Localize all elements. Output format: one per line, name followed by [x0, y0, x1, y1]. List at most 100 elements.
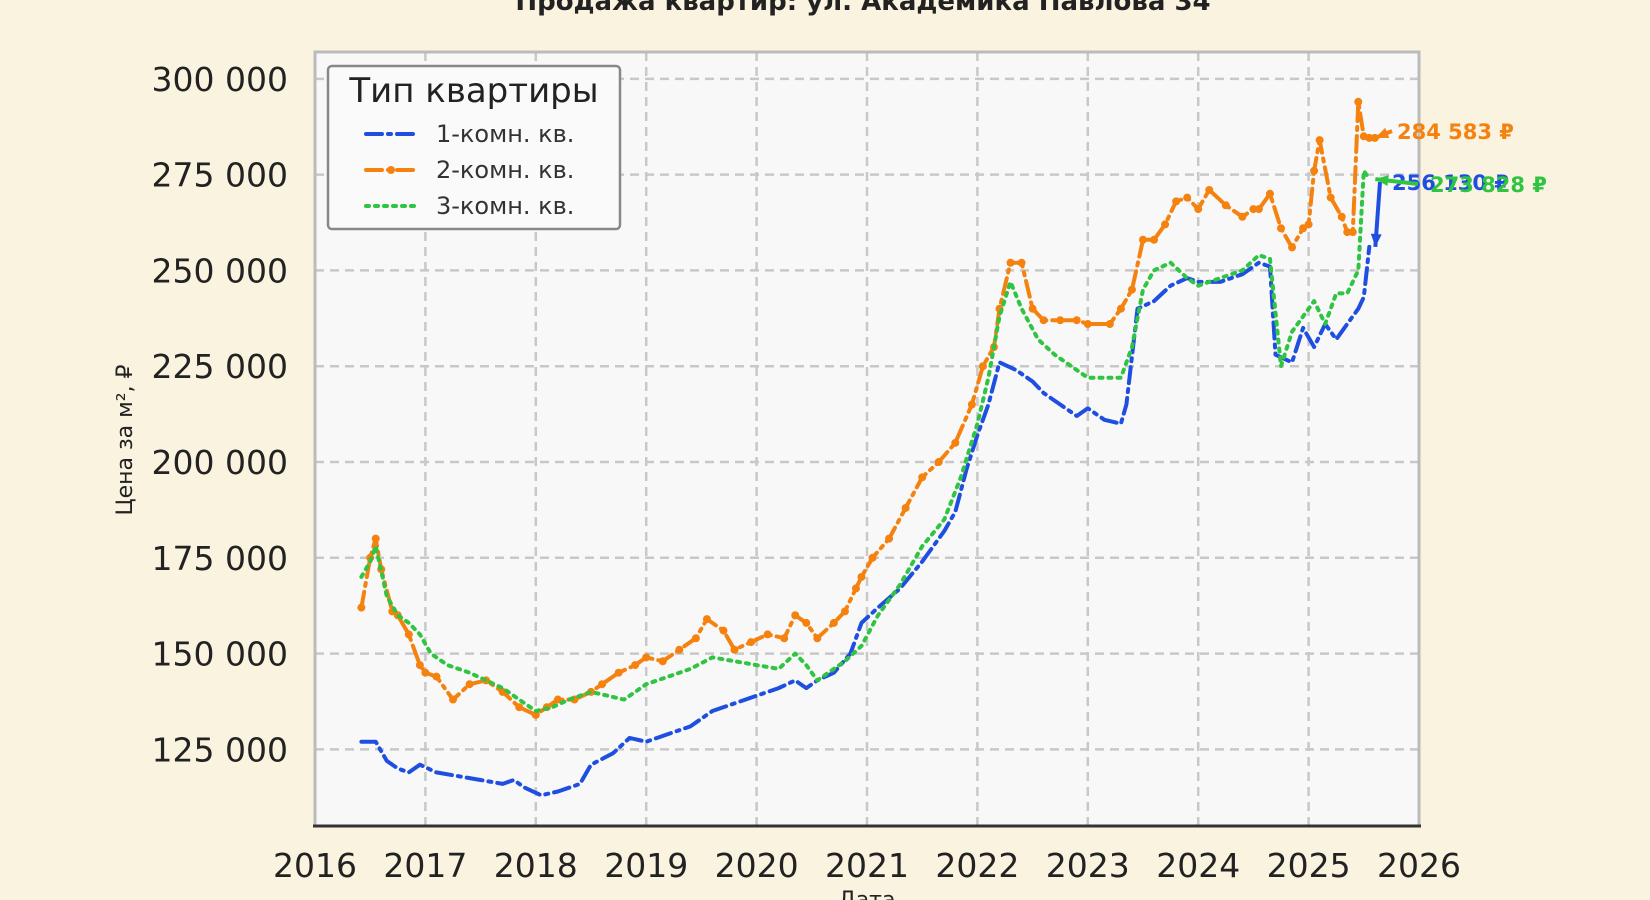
y-tick-label: 275 000 [152, 156, 288, 195]
legend-item: 2-комн. кв. [364, 156, 574, 184]
series-point [813, 634, 822, 643]
annotation-label: 273 828 ₽ [1430, 173, 1547, 197]
y-tick-label: 200 000 [152, 443, 288, 482]
x-tick-label: 2021 [825, 846, 909, 885]
legend-title: Тип квартиры [348, 71, 598, 111]
series-point [780, 634, 789, 643]
series-3 [359, 168, 1372, 713]
series-point [1028, 304, 1037, 313]
series-point [1304, 220, 1313, 229]
series-point [1277, 224, 1285, 233]
series-point [978, 362, 987, 371]
series-point [642, 653, 651, 662]
x-tick-label: 2020 [715, 846, 799, 885]
series-point [1150, 235, 1159, 244]
legend-marker [387, 166, 395, 174]
legend: Тип квартиры 1-комн. кв. 2-комн. кв. 3-ком… [326, 64, 622, 231]
end-annotations: 284 583 ₽256 130 ₽273 828 ₽ [1370, 120, 1547, 248]
legend-item: 3-комн. кв. [364, 192, 574, 220]
series-layer [357, 97, 1379, 798]
series-1 [359, 244, 1372, 798]
series-point [1288, 243, 1297, 252]
annotation-arrowhead [1370, 233, 1382, 247]
series-point [702, 615, 711, 624]
series-point [432, 672, 441, 681]
series-point [1127, 285, 1136, 294]
series-point [1172, 197, 1181, 206]
series-point [1254, 205, 1263, 214]
series-point [1265, 189, 1274, 198]
series-point [1310, 166, 1319, 175]
series-point [1348, 228, 1357, 237]
series-point [614, 668, 623, 677]
series-point [598, 680, 607, 689]
series-point [934, 457, 943, 466]
series-point [1238, 212, 1247, 221]
series-point [951, 438, 960, 447]
series-point [691, 634, 700, 643]
x-tick-label: 2025 [1267, 846, 1351, 885]
y-tick-label: 175 000 [152, 539, 288, 578]
series-point [1116, 304, 1125, 313]
annotation-label: 284 583 ₽ [1397, 120, 1514, 144]
series-line [359, 168, 1372, 713]
series-point [675, 645, 684, 654]
series-line [359, 244, 1372, 798]
series-point [1161, 220, 1170, 229]
series-point [515, 703, 524, 712]
x-tick-label: 2022 [935, 846, 1019, 885]
series-point [449, 695, 457, 704]
series-point [553, 695, 562, 704]
series-point [1315, 136, 1324, 145]
series-point [1194, 205, 1203, 214]
legend-label: 2-комн. кв. [436, 156, 574, 184]
series-point [1039, 316, 1048, 325]
series-point [719, 626, 728, 635]
annotation-arrowhead [1375, 175, 1389, 186]
x-tick-label: 2017 [383, 846, 467, 885]
legend-label: 3-комн. кв. [436, 192, 574, 220]
series-point [918, 473, 927, 482]
series-point [1139, 235, 1147, 244]
series-point [1337, 212, 1346, 221]
series-point [1326, 193, 1335, 202]
y-tick-label: 225 000 [152, 347, 288, 386]
series-point [465, 680, 474, 689]
series-point [851, 584, 860, 593]
series-point [868, 553, 877, 562]
series-point [531, 710, 540, 719]
y-tick-label: 300 000 [152, 60, 288, 99]
series-point [1072, 316, 1081, 325]
series-point [421, 668, 430, 677]
x-tick-labels: 2016 2017 2018 2019 2020 2021 2022 2023 2024 2025… [273, 846, 1461, 885]
series-point [802, 618, 811, 627]
y-tick-labels: 125 000 150 000 175 000 200 000 225 000 250 0… [152, 60, 288, 770]
series-point [1365, 133, 1374, 142]
x-tick-label: 2024 [1156, 846, 1240, 885]
series-point [747, 638, 756, 647]
series-point [404, 630, 413, 639]
series-point [791, 611, 800, 620]
series-point [1017, 258, 1026, 267]
legend-box [326, 64, 622, 231]
series-point [371, 534, 380, 543]
x-tick-label: 2023 [1046, 846, 1130, 885]
y-tick-label: 250 000 [152, 251, 288, 290]
y-axis-title: Цена за м², ₽ [113, 364, 138, 515]
x-tick-label: 2019 [604, 846, 688, 885]
y-tick-label: 150 000 [152, 635, 288, 674]
series-point [1083, 320, 1092, 329]
series-point [840, 607, 849, 616]
chart-title: Продажа квартир: ул. Академика Павлова 3… [515, 0, 1210, 17]
legend-items: 1-комн. кв. 2-комн. кв. 3-комн. кв. [364, 120, 574, 220]
series-point [829, 618, 838, 627]
series-point [1105, 320, 1114, 329]
series-point [901, 503, 910, 512]
series-point [357, 603, 366, 612]
series-point [1205, 185, 1214, 194]
annotation-arrowhead [1375, 127, 1390, 139]
x-axis-title: Дата [839, 888, 896, 900]
y-tick-label: 125 000 [152, 730, 288, 769]
legend-item: 1-комн. кв. [364, 120, 574, 148]
